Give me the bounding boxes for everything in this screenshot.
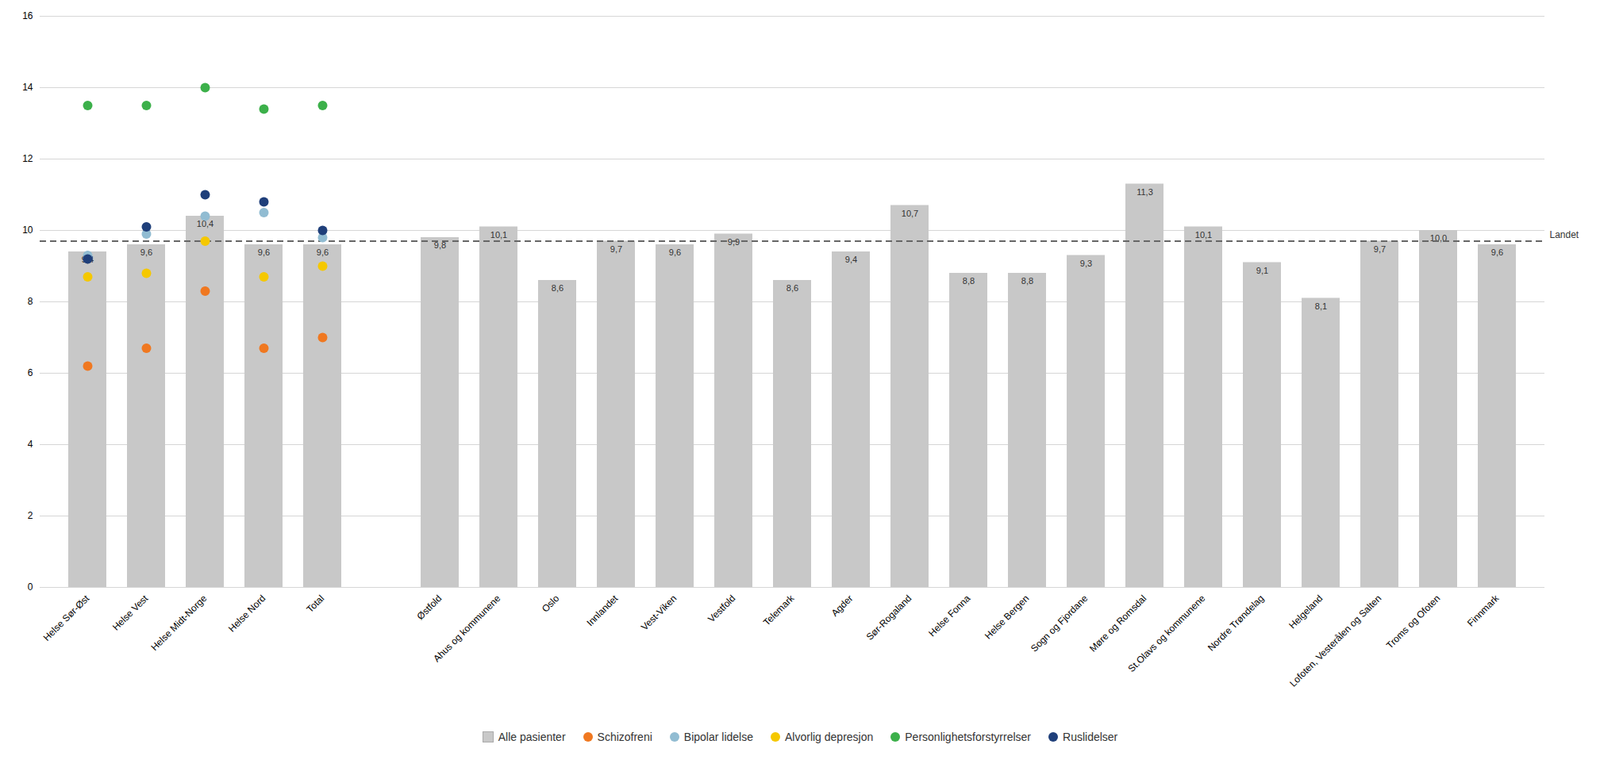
svg-text:Telemark: Telemark	[761, 592, 797, 629]
svg-text:2: 2	[27, 510, 34, 522]
svg-text:Landet: Landet	[1550, 229, 1580, 241]
svg-text:4: 4	[27, 438, 34, 450]
svg-text:0: 0	[27, 581, 34, 593]
svg-text:10,1: 10,1	[490, 230, 508, 240]
svg-text:12: 12	[22, 153, 34, 165]
svg-text:Helse Midt-Norge: Helse Midt-Norge	[148, 592, 209, 654]
svg-text:9,6: 9,6	[257, 247, 270, 258]
svg-text:8,1: 8,1	[1315, 301, 1327, 312]
svg-text:Total: Total	[304, 592, 327, 616]
svg-text:10,4: 10,4	[196, 219, 214, 229]
svg-text:Helse Bergen: Helse Bergen	[982, 592, 1031, 642]
svg-text:Møre og Romsdal: Møre og Romsdal	[1087, 592, 1149, 654]
svg-text:Finnmark: Finnmark	[1465, 592, 1502, 630]
svg-text:8,8: 8,8	[1021, 276, 1034, 286]
svg-text:10,1: 10,1	[1195, 230, 1212, 240]
svg-text:11,3: 11,3	[1136, 187, 1154, 197]
svg-text:Agder: Agder	[829, 592, 856, 620]
svg-text:St.Olavs og kommunene: St.Olavs og kommunene	[1126, 592, 1208, 675]
svg-text:8,6: 8,6	[786, 283, 799, 293]
html-text:Ruslidelser: Ruslidelser	[1062, 730, 1118, 744]
svg-text:Helse Nord: Helse Nord	[226, 592, 268, 635]
svg-text:9,9: 9,9	[727, 237, 740, 247]
svg-text:Nordre Trøndelag: Nordre Trøndelag	[1205, 592, 1266, 654]
svg-text:Helse Fonna: Helse Fonna	[926, 592, 973, 639]
svg-text:9,4: 9,4	[845, 254, 858, 265]
svg-text:Sogn og Fjordane: Sogn og Fjordane	[1028, 592, 1091, 655]
svg-text:16: 16	[22, 10, 34, 22]
svg-text:10,7: 10,7	[901, 208, 919, 219]
html-text:Alvorlig depresjon: Alvorlig depresjon	[784, 730, 874, 744]
svg-text:Helse Vest: Helse Vest	[110, 592, 151, 634]
html-text:Bipolar lidelse: Bipolar lidelse	[683, 730, 754, 744]
svg-text:6: 6	[27, 367, 34, 379]
svg-text:10: 10	[22, 224, 34, 236]
svg-text:9,3: 9,3	[1080, 258, 1093, 269]
svg-text:9,4: 9,4	[81, 255, 94, 265]
svg-text:Helgeland: Helgeland	[1286, 592, 1325, 631]
svg-text:9,7: 9,7	[1373, 244, 1386, 254]
html-text:Personlighetsforstyrrelser: Personlighetsforstyrrelser	[905, 730, 1031, 744]
svg-text:Ahus og kommunene: Ahus og kommunene	[430, 592, 503, 665]
svg-text:Sør-Rogaland: Sør-Rogaland	[864, 592, 915, 643]
svg-text:9,7: 9,7	[610, 244, 623, 254]
svg-text:9,6: 9,6	[669, 247, 681, 258]
svg-text:Helse Sør-Øst: Helse Sør-Øst	[41, 592, 93, 644]
svg-text:Oslo: Oslo	[539, 592, 562, 616]
svg-text:Innlandet: Innlandet	[584, 592, 621, 629]
svg-text:Vestfold: Vestfold	[705, 592, 738, 625]
svg-text:14: 14	[22, 81, 34, 93]
html-text:Alle pasienter: Alle pasienter	[498, 730, 566, 744]
svg-text:Østfold: Østfold	[415, 592, 445, 623]
svg-text:Troms og Ofoten: Troms og Ofoten	[1384, 592, 1443, 651]
svg-text:9,6: 9,6	[140, 247, 153, 258]
svg-text:Vest-Viken: Vest-Viken	[638, 592, 679, 633]
svg-text:8: 8	[27, 296, 34, 308]
svg-text:8,6: 8,6	[551, 283, 564, 293]
svg-text:9,6: 9,6	[1491, 247, 1504, 258]
svg-text:9,1: 9,1	[1256, 265, 1269, 276]
svg-text:9,8: 9,8	[434, 240, 447, 250]
svg-text:10,0: 10,0	[1430, 233, 1447, 244]
svg-text:Lofoten, Vesterålen og Salten: Lofoten, Vesterålen og Salten	[1287, 592, 1384, 689]
html-text:Schizofreni: Schizofreni	[597, 730, 653, 744]
svg-text:9,6: 9,6	[316, 247, 329, 258]
svg-text:8,8: 8,8	[962, 276, 975, 286]
